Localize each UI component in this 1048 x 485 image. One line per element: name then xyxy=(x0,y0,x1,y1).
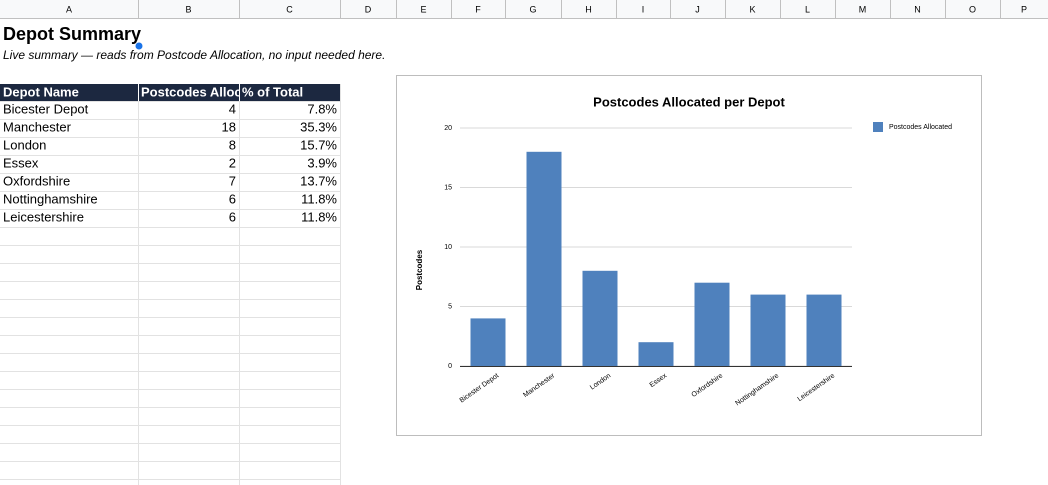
table-cell: 7.8% xyxy=(307,101,337,116)
y-tick-label: 5 xyxy=(448,303,452,310)
table-cell: 6 xyxy=(229,191,236,206)
table-cell: Nottinghamshire xyxy=(3,191,98,206)
table-cell: 13.7% xyxy=(300,173,337,188)
column-header-bar xyxy=(0,0,1048,18)
table-header-cell: Postcodes Allocated xyxy=(141,84,268,99)
sheet-subtitle: Live summary — reads from Postcode Alloc… xyxy=(3,48,385,62)
table-cell: Essex xyxy=(3,155,39,170)
column-letter: M xyxy=(859,4,867,14)
column-letter: C xyxy=(286,4,293,14)
column-letter: H xyxy=(585,4,592,14)
table-cell: 4 xyxy=(229,101,236,116)
chart-title: Postcodes Allocated per Depot xyxy=(593,94,785,109)
sheet-title: Depot Summary xyxy=(3,24,141,44)
table-cell: Manchester xyxy=(3,119,72,134)
bar xyxy=(750,294,786,366)
table-cell: 11.8% xyxy=(301,209,337,224)
column-letter: J xyxy=(695,4,700,14)
table-cell: Bicester Depot xyxy=(3,101,89,116)
column-letter: N xyxy=(914,4,921,14)
bar xyxy=(694,282,730,366)
column-letter: G xyxy=(529,4,536,14)
table-cell: Leicestershire xyxy=(3,209,84,224)
legend-swatch xyxy=(873,122,883,132)
table-cell: 35.3% xyxy=(300,119,337,134)
column-letter: D xyxy=(365,4,372,14)
column-letter: P xyxy=(1021,4,1027,14)
table-cell: London xyxy=(3,137,46,152)
table-cell: 18 xyxy=(222,119,236,134)
bar xyxy=(582,270,618,366)
column-letter: I xyxy=(642,4,645,14)
table-header-bg xyxy=(0,84,340,101)
table-cell: 7 xyxy=(229,173,236,188)
table-cell: Oxfordshire xyxy=(3,173,70,188)
column-letter: L xyxy=(805,4,810,14)
y-tick-label: 20 xyxy=(444,125,452,132)
column-letter: A xyxy=(66,4,72,14)
column-letter: K xyxy=(749,4,755,14)
chart: Postcodes Allocated per Depot Postcodes 0 5… xyxy=(396,75,982,436)
legend-label: Postcodes Allocated xyxy=(889,124,952,131)
bar xyxy=(526,151,562,366)
y-tick-label: 0 xyxy=(448,363,452,370)
table-cell: 6 xyxy=(229,209,236,224)
table-cell: 11.8% xyxy=(301,191,337,206)
selection-handle xyxy=(135,42,143,50)
bar xyxy=(806,294,842,366)
table-header-cell: Depot Name xyxy=(3,84,79,99)
y-tick-label: 10 xyxy=(444,244,452,251)
column-letter: F xyxy=(475,4,481,14)
column-letter: B xyxy=(185,4,191,14)
table-header-cell: % of Total xyxy=(242,84,303,99)
table-cell: 8 xyxy=(229,137,236,152)
y-axis-label: Postcodes xyxy=(415,249,424,290)
column-letter: O xyxy=(969,4,976,14)
column-letter: E xyxy=(420,4,426,14)
table-cell: 2 xyxy=(229,155,236,170)
bar xyxy=(470,318,506,366)
chart-frame xyxy=(396,75,982,436)
table-cell: 15.7% xyxy=(300,137,337,152)
table-cell: 3.9% xyxy=(307,155,337,170)
bar xyxy=(638,342,674,366)
y-tick-label: 15 xyxy=(444,184,452,191)
